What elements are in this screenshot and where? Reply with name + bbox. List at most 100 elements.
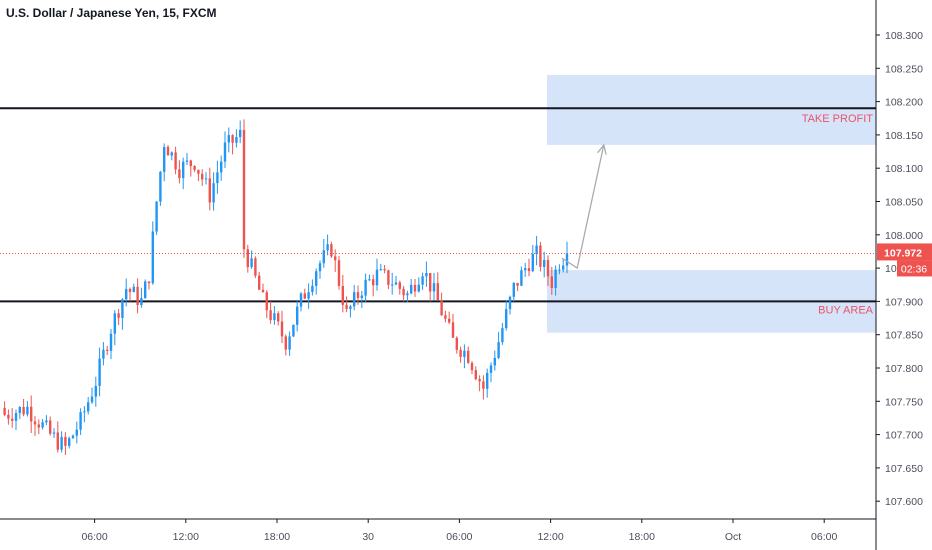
candle-body (463, 350, 466, 357)
candle-body (170, 152, 173, 156)
candle-body (132, 286, 135, 293)
candle-body (174, 152, 177, 170)
candle-body (60, 436, 63, 450)
candle-body (558, 269, 561, 271)
candle-body (220, 161, 223, 173)
zone-0[interactable] (547, 74, 876, 145)
candle-body (486, 372, 489, 389)
candle-body (83, 411, 86, 413)
candle-body (478, 379, 481, 382)
candle-body (512, 282, 515, 297)
candle-body (45, 420, 48, 423)
candle-body (356, 292, 360, 299)
candle-body (501, 328, 504, 343)
candle-body (144, 281, 147, 299)
candle-body (467, 350, 470, 363)
arrow-layer (561, 143, 607, 270)
candle-body (398, 282, 401, 289)
candle-body (189, 160, 192, 167)
candle-body (508, 296, 512, 310)
price-tick-label: 108.050 (885, 197, 923, 209)
price-tick-label: 108.000 (885, 230, 923, 242)
candle-body (413, 284, 417, 292)
candle-body (22, 407, 25, 415)
candle-body (379, 269, 382, 271)
price-axis[interactable]: 108.300 108.250 108.200 108.150 108.100 108.0… (876, 30, 923, 508)
candle-body (444, 315, 447, 319)
candle-body (3, 407, 6, 415)
candle-body (372, 279, 375, 286)
candle-body (239, 129, 242, 138)
candle-body (125, 288, 128, 300)
candle-body (303, 293, 306, 299)
time-tick-label: 18:00 (629, 531, 655, 543)
candle-body (258, 275, 261, 290)
candle-body (166, 146, 170, 156)
candle-body (406, 293, 409, 296)
candle-body (425, 273, 428, 277)
candle-body (273, 313, 276, 321)
candle-body (345, 304, 348, 309)
candle-body (562, 265, 565, 270)
candle-body (265, 292, 268, 311)
candle-body (121, 299, 124, 318)
candle-body (52, 432, 56, 434)
time-tick-label: 30 (362, 531, 374, 543)
candle-body (296, 306, 299, 325)
price-tick-label: 108.300 (885, 30, 923, 42)
candle-body (451, 322, 455, 338)
candle-body (235, 137, 238, 143)
candle-body (432, 283, 436, 292)
candle-body (489, 365, 493, 373)
time-tick-label: 06:00 (81, 531, 107, 543)
candle-body (182, 161, 185, 179)
candle-body (402, 288, 405, 296)
arrow-head (597, 143, 607, 155)
candle-body (68, 438, 71, 446)
candle-body (349, 306, 352, 309)
candle-body (527, 268, 531, 272)
candle-body (178, 169, 181, 179)
candle-body (546, 259, 550, 277)
candle-body (353, 292, 356, 307)
candle-body (505, 309, 508, 329)
candle-body (315, 271, 318, 286)
candle-body (7, 414, 10, 419)
candle-body (307, 292, 310, 299)
candle-body (387, 270, 390, 285)
price-tick-label: 107.600 (885, 496, 923, 508)
candle-body (539, 245, 542, 267)
candle-body (288, 336, 291, 350)
candle-body (497, 342, 500, 358)
candle-body (455, 337, 458, 350)
chart-title: U.S. Dollar / Japanese Yen, 15, FXCM (6, 6, 217, 20)
candle-body (41, 422, 44, 428)
candle-body (33, 421, 37, 425)
candle-body (421, 276, 424, 285)
candle-body (280, 321, 284, 337)
candle-body (535, 245, 538, 255)
candle-body (318, 263, 322, 272)
candle-body (75, 429, 78, 436)
price-tick-label: 108.250 (885, 63, 923, 75)
candle-body (383, 269, 386, 271)
time-axis[interactable]: 06:00 12:00 18:00 30 06:00 12:00 18:00 Oct 06:00 (81, 519, 837, 543)
target-arrow[interactable] (561, 144, 605, 270)
candle-body (201, 173, 204, 180)
candle-body (204, 178, 208, 180)
candle-body (208, 178, 211, 203)
candle-body (368, 279, 371, 281)
candle-body (440, 299, 443, 316)
current-price-value: 107.972 (884, 247, 922, 259)
candle-body (482, 381, 485, 389)
candle-body (375, 269, 379, 286)
candle-body (292, 324, 295, 337)
candle-body (136, 286, 139, 305)
candle-body (341, 285, 344, 305)
candle-body (493, 357, 496, 366)
candle-body (520, 270, 523, 286)
candle-body (37, 424, 40, 428)
candle-body (18, 407, 21, 414)
price-tick-label: 107.900 (885, 296, 923, 308)
